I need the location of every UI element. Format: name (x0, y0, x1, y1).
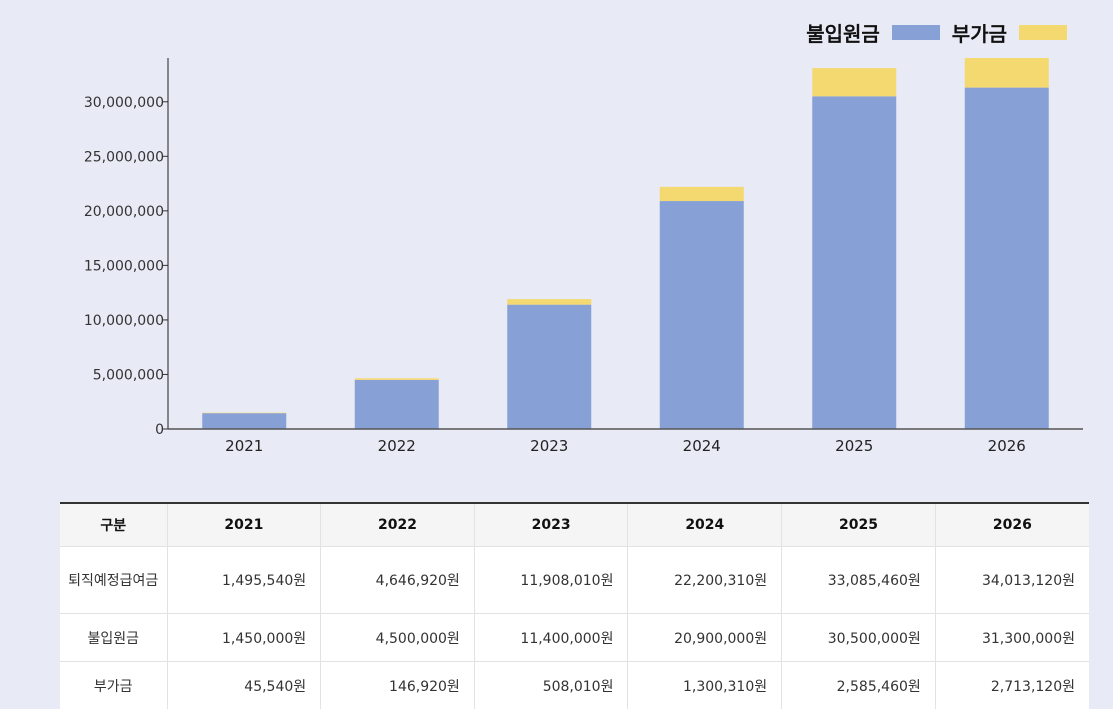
table-cell: 1,450,000원 (167, 614, 321, 662)
header-cell: 2024 (628, 503, 782, 547)
header-cell: 2025 (782, 503, 936, 547)
x-tick-label: 2025 (835, 437, 873, 455)
row-label: 퇴직예정급여금 (60, 547, 167, 614)
bar-principal (812, 96, 896, 429)
bar-principal (202, 413, 286, 429)
bar-principal (507, 305, 591, 429)
table-cell: 4,500,000원 (321, 614, 475, 662)
table-cell: 1,495,540원 (167, 547, 321, 614)
row-label: 불입원금 (60, 614, 167, 662)
x-tick-label: 2022 (378, 437, 416, 455)
table-cell: 31,300,000원 (935, 614, 1089, 662)
table-cell: 34,013,120원 (935, 547, 1089, 614)
x-tick-label: 2021 (225, 437, 263, 455)
bar-interest (355, 378, 439, 380)
y-tick-label: 5,000,000 (93, 367, 164, 383)
summary-table-wrapper: 구분 2021 2022 2023 2024 2025 2026 퇴직예정급여금… (60, 502, 1089, 709)
x-tick-label: 2026 (988, 437, 1026, 455)
table-header-row: 구분 2021 2022 2023 2024 2025 2026 (60, 503, 1089, 547)
y-tick-label: 20,000,000 (84, 204, 164, 220)
stacked-bar-chart: 0 5,000,000 10,000,000 15,000,000 20,000,000… (0, 0, 1113, 470)
y-tick-label: 30,000,000 (84, 95, 164, 111)
table-cell: 11,400,000원 (474, 614, 628, 662)
table-cell: 4,646,920원 (321, 547, 475, 614)
table-cell: 33,085,460원 (782, 547, 936, 614)
table-cell: 11,908,010원 (474, 547, 628, 614)
table-cell: 2,585,460원 (782, 662, 936, 709)
header-cell: 2022 (321, 503, 475, 547)
table-cell: 1,300,310원 (628, 662, 782, 709)
x-tick-label: 2024 (683, 437, 721, 455)
table-cell: 508,010원 (474, 662, 628, 709)
header-cell: 2021 (167, 503, 321, 547)
header-cell: 2026 (935, 503, 1089, 547)
bar-interest (660, 187, 744, 201)
table-cell: 20,900,000원 (628, 614, 782, 662)
bar-principal (965, 88, 1049, 429)
table-cell: 146,920원 (321, 662, 475, 709)
y-axis-ticks: 0 5,000,000 10,000,000 15,000,000 20,000,000… (84, 95, 168, 438)
table-cell: 2,713,120원 (935, 662, 1089, 709)
summary-table: 구분 2021 2022 2023 2024 2025 2026 퇴직예정급여금… (60, 502, 1089, 709)
table-row-principal: 불입원금 1,450,000원 4,500,000원 11,400,000원 2… (60, 614, 1089, 662)
bar-interest (965, 58, 1049, 88)
row-label: 부가금 (60, 662, 167, 709)
table-row-expected-payout: 퇴직예정급여금 1,495,540원 4,646,920원 11,908,010… (60, 547, 1089, 614)
table-cell: 22,200,310원 (628, 547, 782, 614)
y-tick-label: 10,000,000 (84, 313, 164, 329)
table-cell: 30,500,000원 (782, 614, 936, 662)
x-tick-label: 2023 (530, 437, 568, 455)
y-tick-label: 15,000,000 (84, 258, 164, 274)
bar-interest (812, 68, 896, 96)
x-axis-ticks: 2021 2022 2023 2024 2025 2026 (225, 437, 1026, 455)
table-cell: 45,540원 (167, 662, 321, 709)
bar-interest (507, 299, 591, 305)
bar-principal (660, 201, 744, 429)
y-tick-label: 0 (155, 422, 164, 438)
bar-group (202, 58, 1049, 429)
y-tick-label: 25,000,000 (84, 149, 164, 165)
bar-principal (355, 380, 439, 429)
header-cell: 2023 (474, 503, 628, 547)
table-row-interest: 부가금 45,540원 146,920원 508,010원 1,300,310원… (60, 662, 1089, 709)
header-cell: 구분 (60, 503, 167, 547)
